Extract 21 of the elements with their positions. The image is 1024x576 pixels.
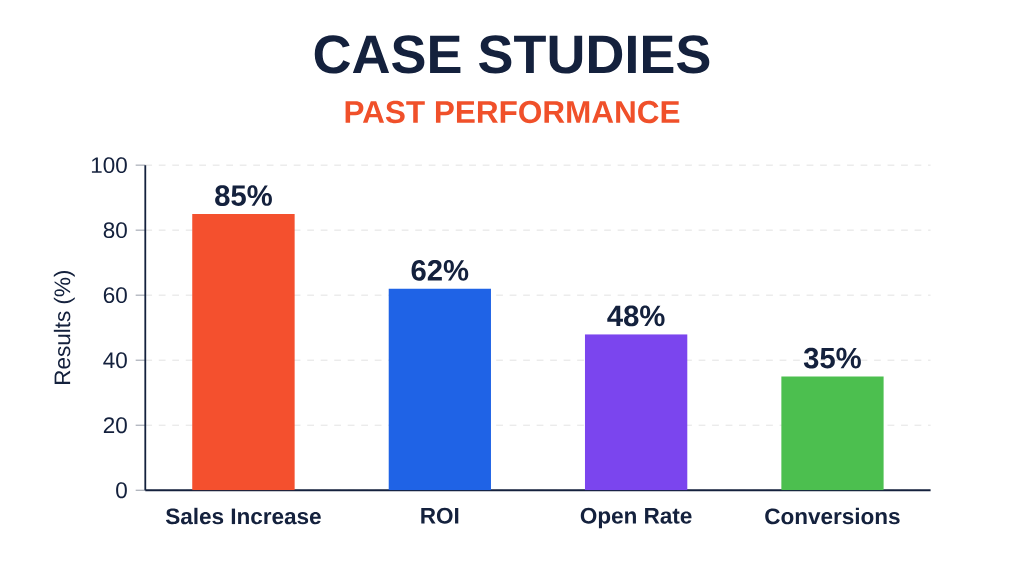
bar	[388, 288, 491, 491]
x-tick-label: Conversions	[765, 507, 900, 525]
bar	[584, 334, 688, 491]
data-label: 48%	[607, 305, 665, 327]
y-tick-label: 80	[103, 222, 127, 239]
y-tick-label: 60	[103, 287, 127, 304]
y-tick-label: 40	[103, 352, 127, 369]
x-tick-label: Sales Increase	[165, 507, 321, 525]
chart-title: CASE STUDIES	[314, 35, 710, 74]
x-tick-label: Open Rate	[580, 507, 692, 529]
chart-subtitle: PAST PERFORMANCE	[345, 100, 680, 124]
bar	[192, 213, 295, 491]
data-label: 62%	[411, 260, 469, 281]
bar	[781, 376, 884, 491]
y-tick-label: 20	[103, 417, 127, 434]
data-label: 35%	[803, 347, 861, 369]
y-tick-label: 0	[116, 482, 127, 499]
y-axis-title: Results (%)	[53, 270, 75, 384]
y-tick-label: 100	[91, 157, 127, 174]
x-tick-label: ROI	[421, 507, 459, 524]
data-label: 85%	[215, 185, 272, 206]
